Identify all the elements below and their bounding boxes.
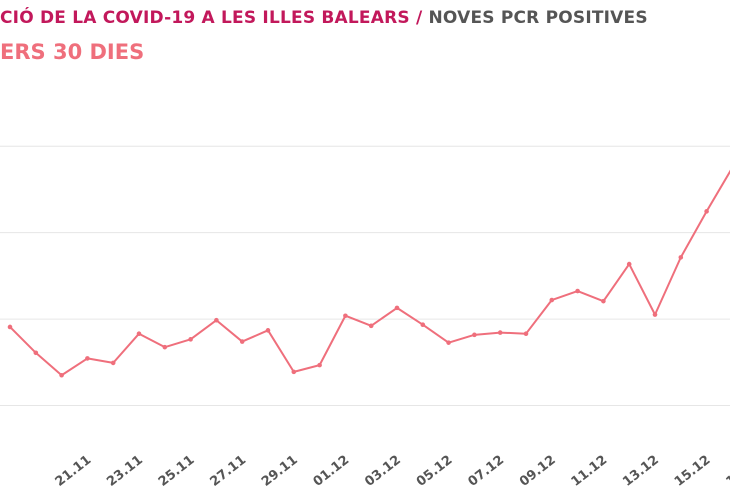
x-tick-label: 09.12: [517, 453, 559, 490]
data-point-07.12[interactable]: [472, 332, 477, 338]
series-line-0: [9, 169, 730, 377]
x-tick-label: 07.12: [465, 453, 507, 490]
data-point-26.11[interactable]: [188, 337, 193, 342]
data-point-14.12[interactable]: [652, 312, 658, 317]
x-tick-label: 25.11: [156, 453, 198, 490]
data-point-16.12[interactable]: [704, 209, 709, 214]
x-axis-tick-labels: 21.11 23.11 25.11 27.11 29.11 01.12 03.12 05.12…: [53, 453, 730, 490]
data-point-22.11[interactable]: [85, 356, 90, 361]
x-tick-label: 15.12: [672, 453, 714, 490]
data-point-15.12[interactable]: [678, 255, 684, 260]
data-point-25.11[interactable]: [162, 344, 168, 350]
data-point-10.12[interactable]: [549, 297, 555, 303]
data-point-23.11[interactable]: [110, 360, 116, 366]
data-point-02.12[interactable]: [343, 313, 348, 319]
x-tick-label: 23.11: [104, 453, 146, 490]
x-tick-label: 05.12: [414, 453, 456, 490]
chart-title: CIÓ DE LA COVID-19 A LES ILLES BALEARS /…: [0, 8, 648, 28]
data-point-04.12[interactable]: [394, 305, 400, 311]
data-point-19.11[interactable]: [7, 324, 13, 330]
series-layer: [7, 169, 730, 378]
x-tick-label: 11.12: [569, 453, 611, 490]
data-point-12.12[interactable]: [601, 298, 606, 304]
data-point-06.12[interactable]: [446, 340, 451, 345]
x-tick-label: 03.12: [362, 453, 404, 490]
data-point-28.11[interactable]: [239, 339, 245, 344]
x-tick-label: 17.12: [723, 453, 730, 490]
grid-lines: [0, 145, 730, 407]
chart-subtitle: ERS 30 DIES: [0, 40, 145, 64]
data-point-20.11[interactable]: [33, 350, 39, 356]
data-point-01.12[interactable]: [317, 362, 322, 368]
data-point-11.12[interactable]: [575, 288, 580, 294]
x-tick-label: 01.12: [311, 453, 353, 490]
data-point-30.11[interactable]: [291, 369, 297, 375]
x-tick-label: 21.11: [53, 453, 95, 490]
data-point-27.11[interactable]: [214, 317, 219, 323]
chart-title-part2: NOVES PCR POSITIVES: [422, 8, 648, 28]
chart-title-part1: CIÓ DE LA COVID-19 A LES ILLES BALEARS /: [0, 8, 423, 28]
data-point-08.12[interactable]: [497, 330, 503, 335]
data-point-21.11[interactable]: [59, 372, 64, 378]
data-point-13.12[interactable]: [626, 261, 632, 267]
data-point-29.11[interactable]: [265, 328, 271, 333]
x-tick-label: 13.12: [620, 453, 662, 490]
data-point-24.11[interactable]: [136, 331, 142, 337]
data-point-03.12[interactable]: [368, 323, 374, 329]
data-point-05.12[interactable]: [420, 322, 426, 328]
x-tick-label: 29.11: [259, 453, 301, 490]
data-point-09.12[interactable]: [523, 331, 529, 337]
x-tick-label: 27.11: [207, 453, 249, 490]
